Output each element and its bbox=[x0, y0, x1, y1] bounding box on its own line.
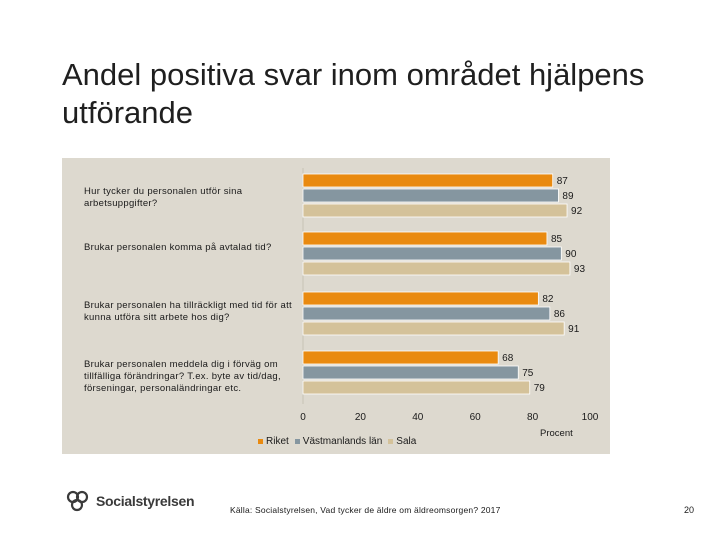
bar-2-series-3 bbox=[302, 261, 571, 276]
page-number: 20 bbox=[684, 505, 695, 515]
bar-1-series-2 bbox=[302, 188, 559, 203]
category-label-3: Brukar personalen ha tillräckligt med ti… bbox=[84, 300, 292, 323]
bar-3-series-1 bbox=[302, 291, 539, 306]
x-axis-title: Procent bbox=[540, 428, 573, 439]
x-tick-label-60: 60 bbox=[470, 412, 482, 423]
source-note: Källa: Socialstyrelsen, Vad tycker de äl… bbox=[230, 505, 501, 515]
legend-swatch-vastmanlands-lan bbox=[294, 439, 300, 444]
x-tick-label-0: 0 bbox=[300, 412, 306, 423]
data-label-2-series-2: 90 bbox=[565, 249, 577, 260]
data-label-1-series-1: 87 bbox=[557, 176, 569, 187]
x-tick-label-20: 20 bbox=[355, 412, 367, 423]
data-label-4-series-3: 79 bbox=[534, 383, 546, 394]
bar-1-series-1 bbox=[302, 173, 554, 188]
bar-3-series-3 bbox=[302, 321, 565, 336]
bar-4-series-1 bbox=[302, 350, 499, 365]
logo-mark-icon bbox=[66, 490, 89, 512]
bar-4-series-3 bbox=[302, 380, 531, 395]
bar-2-series-2 bbox=[302, 246, 562, 261]
legend-label-riket: Riket bbox=[266, 436, 289, 447]
legend-label-sala: Sala bbox=[396, 436, 417, 447]
legend-item-riket: Riket bbox=[258, 436, 289, 447]
x-tick-label-40: 40 bbox=[412, 412, 424, 423]
category-label-2: Brukar personalen komma på avtalad tid? bbox=[84, 242, 272, 253]
legend-item-sala: Sala bbox=[388, 436, 416, 447]
bar-4-series-2 bbox=[302, 365, 519, 380]
data-label-2-series-3: 93 bbox=[574, 264, 586, 275]
data-label-4-series-2: 75 bbox=[522, 368, 534, 379]
bar-1-series-3 bbox=[302, 203, 568, 218]
logo-text: Socialstyrelsen bbox=[96, 493, 195, 509]
bar-2-series-1 bbox=[302, 231, 548, 246]
data-label-3-series-1: 82 bbox=[542, 294, 554, 305]
bar-3-series-2 bbox=[302, 306, 551, 321]
legend-item-vastmanlands-lan: Västmanlands län bbox=[294, 436, 383, 447]
data-label-3-series-3: 91 bbox=[568, 324, 580, 335]
data-label-1-series-3: 92 bbox=[571, 206, 583, 217]
socialstyrelsen-logo: Socialstyrelsen bbox=[66, 490, 195, 512]
data-label-1-series-2: 89 bbox=[562, 191, 574, 202]
legend-swatch-sala bbox=[388, 439, 394, 444]
x-tick-label-100: 100 bbox=[582, 412, 599, 423]
legend-label-vastmanlands-lan: Västmanlands län bbox=[302, 436, 383, 447]
legend-swatch-riket bbox=[258, 439, 263, 444]
category-label-1: Hur tycker du personalen utför sina arbe… bbox=[84, 186, 243, 209]
data-label-3-series-2: 86 bbox=[554, 309, 566, 320]
x-tick-label-80: 80 bbox=[527, 412, 539, 423]
page-title: Andel positiva svar inom området hjälpen… bbox=[62, 57, 645, 130]
category-label-4: Brukar personalen meddela dig i förväg o… bbox=[84, 359, 281, 394]
data-label-4-series-1: 68 bbox=[502, 353, 514, 364]
data-label-2-series-1: 85 bbox=[551, 234, 563, 245]
chart-legend: Riket Västmanlands län Sala bbox=[258, 436, 422, 447]
